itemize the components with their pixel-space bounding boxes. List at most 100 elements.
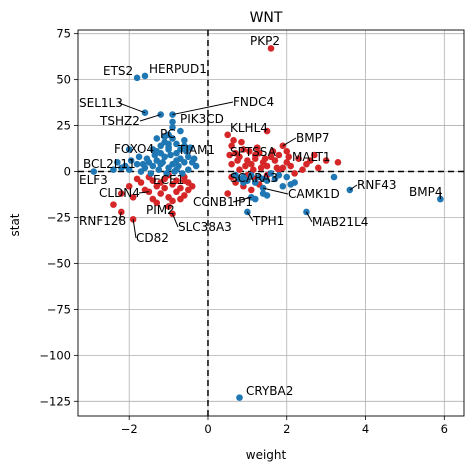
data-point: [118, 190, 125, 197]
data-point: [240, 179, 247, 186]
data-point: [173, 177, 180, 185]
data-point: [173, 188, 180, 196]
annotation-connector: [306, 211, 313, 223]
data-point: [248, 186, 255, 194]
data-point: [155, 166, 163, 173]
data-point: [261, 155, 269, 162]
x-axis-ticks: −2 0 2 4 6: [121, 416, 448, 436]
data-point: [236, 166, 243, 173]
data-point: [129, 193, 137, 201]
data-point: [224, 190, 231, 197]
data-point: [224, 131, 231, 139]
data-point: [161, 184, 168, 192]
data-point: [238, 138, 245, 146]
annotation-label: TIAM1: [177, 143, 215, 157]
data-point: [149, 146, 157, 153]
y-tick-label: −50: [47, 256, 71, 270]
data-point: [249, 166, 257, 173]
y-tick-label: 50: [56, 73, 71, 87]
data-point: [251, 179, 259, 186]
annotation-connector: [132, 219, 137, 239]
annotation-connector: [263, 187, 289, 195]
labeled-data-point: [169, 118, 176, 126]
data-point: [275, 171, 283, 179]
annotation-label: RNF128: [79, 214, 126, 228]
data-point: [295, 155, 302, 162]
data-point: [110, 166, 117, 173]
annotation-connector: [246, 211, 254, 222]
data-point: [161, 133, 168, 140]
data-point: [267, 170, 275, 177]
annotation-label: SEL1L3: [79, 96, 123, 110]
annotation-connector: [349, 184, 358, 191]
data-point: [153, 199, 161, 207]
data-point: [330, 173, 338, 181]
plot-frame: [77, 29, 465, 417]
labeled-data-point: [259, 175, 267, 183]
annotation-label: CAMK1D: [288, 187, 340, 201]
x-tick-label: 6: [441, 422, 448, 436]
data-point: [287, 181, 294, 188]
x-tick-label: −2: [121, 422, 138, 436]
data-point: [143, 155, 151, 162]
data-point: [253, 144, 261, 151]
data-point: [110, 201, 117, 208]
data-point: [118, 164, 125, 172]
data-point: [133, 160, 141, 168]
data-point: [240, 146, 247, 153]
data-point: [248, 160, 255, 168]
data-point: [177, 195, 184, 203]
data-point: [167, 151, 174, 159]
labeled-data-point: [263, 127, 271, 135]
data-point: [234, 157, 241, 164]
data-point: [311, 151, 318, 159]
data-point: [173, 149, 180, 157]
data-point: [173, 140, 180, 148]
data-point: [230, 136, 237, 144]
annotation-label: PC: [160, 127, 176, 141]
x-tick-label: 4: [362, 422, 369, 436]
labeled-data-point: [133, 74, 141, 82]
annotation-connector: [172, 101, 234, 116]
y-tick-label: −75: [47, 302, 71, 316]
data-point: [177, 127, 184, 135]
data-point: [283, 173, 291, 181]
annotation-label: BMP7: [296, 131, 329, 145]
data-point: [228, 160, 235, 168]
data-point: [285, 153, 293, 161]
labeled-data-point: [267, 45, 275, 52]
data-point: [181, 159, 188, 166]
data-point: [157, 190, 165, 197]
annotation-label: ELF3: [79, 173, 108, 187]
data-point: [184, 166, 192, 173]
data-point: [263, 162, 271, 170]
annotation-connector: [138, 191, 149, 194]
data-point: [153, 182, 161, 190]
x-axis-label: weight: [246, 448, 287, 462]
data-point: [334, 159, 342, 166]
data-point: [242, 162, 249, 170]
data-point: [263, 192, 271, 199]
data-point: [279, 182, 287, 190]
data-point: [322, 157, 330, 164]
labeled-data-point: [90, 168, 98, 175]
y-tick-label: −25: [47, 210, 71, 224]
data-point: [314, 164, 322, 172]
annotation-label: HERPUD1: [149, 62, 207, 76]
annotation-label: FNDC4: [233, 95, 274, 109]
data-point: [228, 142, 235, 150]
data-point: [273, 164, 281, 172]
labeled-data-point: [141, 72, 149, 80]
chart-title: WNT: [250, 10, 283, 26]
data-point: [299, 166, 306, 173]
x-tick-label: 2: [283, 422, 290, 436]
annotation-label: TPH1: [252, 214, 284, 228]
data-point: [186, 144, 194, 151]
annotation-label: KLHL4: [230, 121, 268, 135]
annotation-label: CRYBA2: [246, 384, 293, 398]
annotation-label: BCL2L11: [83, 157, 136, 171]
data-points: [90, 45, 444, 401]
annotation-connector: [282, 137, 297, 147]
y-tick-label: −125: [39, 394, 71, 408]
